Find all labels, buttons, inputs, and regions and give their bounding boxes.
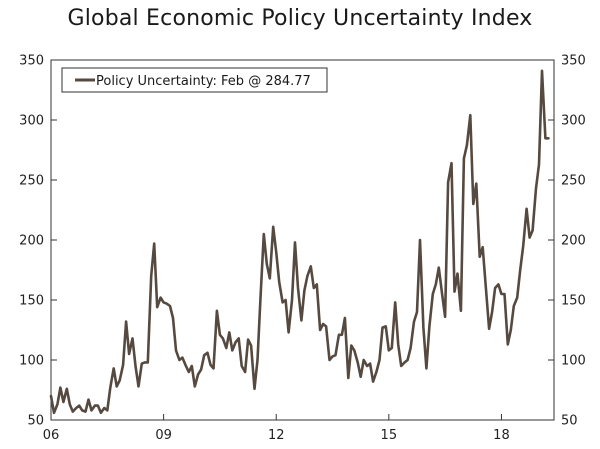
- series-line: [49, 69, 550, 415]
- x-tick-label: 15: [381, 428, 398, 443]
- legend: Policy Uncertainty: Feb @ 284.77: [61, 67, 328, 93]
- x-axis: 06 09 12 15 18: [43, 414, 510, 443]
- y-tick-label-right: 300: [561, 114, 586, 129]
- x-tick-label: 09: [155, 428, 172, 443]
- y-tick-label-left: 350: [19, 54, 44, 69]
- y-tick-label-right: 50: [561, 414, 578, 429]
- y-tick-label-right: 350: [561, 54, 586, 69]
- y-tick-label-left: 100: [19, 354, 44, 369]
- x-tick-label: 06: [43, 428, 60, 443]
- y-tick-label-right: 150: [561, 294, 586, 309]
- y-tick-label-right: 250: [561, 174, 586, 189]
- chart-title: Global Economic Policy Uncertainty Index: [67, 6, 533, 31]
- y-tick-label-right: 100: [561, 354, 586, 369]
- legend-box: [61, 67, 328, 93]
- legend-label: Policy Uncertainty: Feb @ 284.77: [96, 74, 311, 89]
- y-tick-label-left: 300: [19, 114, 44, 129]
- right-y-axis: 50 100 150 200 250 300 350: [548, 54, 586, 429]
- x-tick-label: 12: [268, 428, 285, 443]
- y-tick-label-right: 200: [561, 234, 586, 249]
- y-tick-label-left: 50: [27, 414, 44, 429]
- y-tick-label-left: 200: [19, 234, 44, 249]
- left-y-axis: 50 100 150 200 250 300 350: [19, 54, 57, 429]
- y-tick-label-left: 250: [19, 174, 44, 189]
- x-tick-label: 18: [493, 428, 510, 443]
- y-tick-label-left: 150: [19, 294, 44, 309]
